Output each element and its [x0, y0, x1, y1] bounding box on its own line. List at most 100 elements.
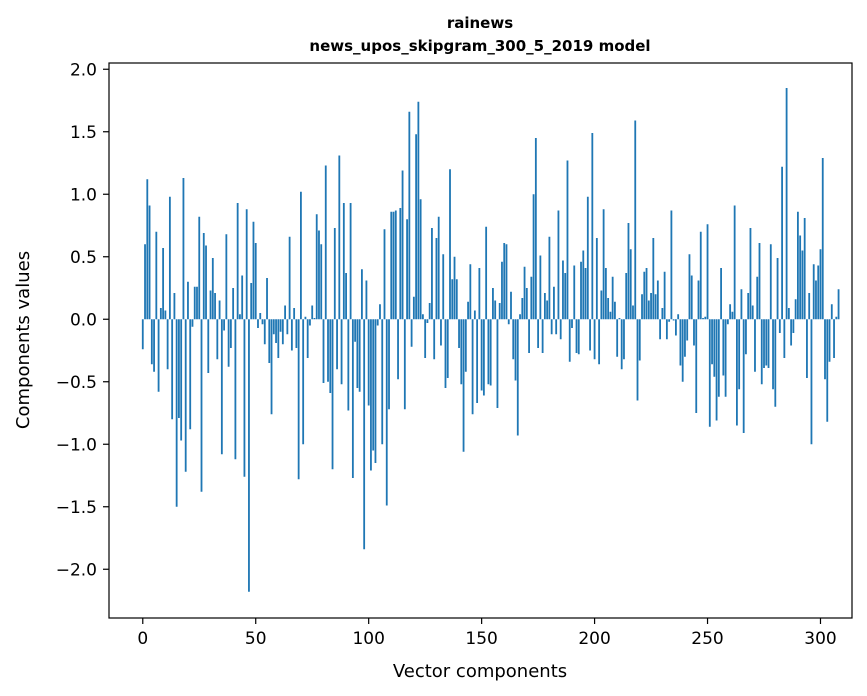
- bar: [697, 280, 700, 320]
- bar: [171, 319, 174, 420]
- bar: [790, 319, 793, 346]
- bar: [724, 319, 727, 397]
- bar: [306, 319, 309, 358]
- bar: [539, 255, 542, 320]
- bar: [632, 305, 634, 320]
- bar: [720, 268, 722, 320]
- bar: [717, 319, 720, 397]
- bar: [783, 319, 786, 358]
- bar: [214, 293, 216, 320]
- bar: [313, 318, 316, 320]
- bar: [826, 319, 829, 422]
- bar: [776, 258, 779, 320]
- bar: [464, 319, 467, 372]
- bar: [611, 276, 614, 320]
- bar: [828, 319, 831, 362]
- y-axis-ticks: −2.0 −1.5 −1.0 −0.5 0.0 0.5 1.0 1.5 2.0: [56, 60, 109, 580]
- bar: [205, 245, 207, 320]
- bar: [647, 300, 650, 320]
- bar: [207, 319, 210, 373]
- bar: [623, 319, 625, 360]
- x-tick-label: 300: [804, 629, 836, 649]
- bar: [812, 264, 815, 320]
- bar: [532, 194, 535, 320]
- bar: [399, 208, 402, 320]
- bar: [349, 203, 352, 320]
- bar: [250, 283, 253, 320]
- bar: [656, 280, 659, 320]
- bar: [618, 318, 621, 320]
- bar: [331, 319, 334, 470]
- bar: [148, 205, 151, 320]
- y-tick-label: 0.5: [70, 248, 97, 268]
- bar: [426, 319, 429, 323]
- bar: [379, 304, 381, 320]
- bar: [553, 286, 555, 320]
- bar: [494, 300, 497, 320]
- bar: [363, 319, 366, 550]
- bar: [731, 311, 734, 320]
- bar: [817, 265, 820, 320]
- bar: [643, 271, 646, 320]
- bar: [162, 248, 165, 320]
- bar: [220, 319, 223, 455]
- bar: [708, 319, 711, 427]
- bar: [598, 319, 601, 365]
- bar: [729, 304, 732, 320]
- bar: [347, 319, 350, 411]
- bar: [435, 238, 438, 320]
- y-tick-label: 1.5: [70, 123, 97, 143]
- bar: [665, 319, 668, 340]
- bar: [157, 319, 160, 392]
- bar: [153, 319, 155, 372]
- bar: [751, 305, 754, 320]
- bar: [324, 165, 327, 320]
- bar: [141, 319, 144, 350]
- bar: [781, 166, 783, 320]
- bar: [144, 244, 146, 320]
- bar: [629, 249, 632, 320]
- bar: [760, 319, 763, 385]
- bar: [150, 319, 153, 365]
- bar: [713, 319, 716, 377]
- bar: [155, 231, 158, 320]
- bar: [345, 273, 347, 320]
- bar: [473, 310, 476, 320]
- bar: [625, 273, 628, 320]
- bar: [534, 138, 537, 320]
- bar: [365, 280, 368, 320]
- bar: [471, 319, 474, 415]
- bar: [166, 319, 169, 370]
- bar: [819, 249, 822, 320]
- bar: [577, 319, 580, 355]
- bar: [293, 308, 296, 320]
- bar: [512, 319, 515, 360]
- bar: [449, 169, 451, 320]
- bar: [704, 316, 707, 320]
- bar: [191, 319, 194, 327]
- bar: [806, 319, 808, 378]
- bar: [510, 291, 512, 320]
- bar: [358, 319, 361, 392]
- bar: [492, 288, 494, 320]
- bar: [821, 158, 824, 320]
- bar: [482, 319, 485, 396]
- bar: [548, 236, 551, 320]
- bar: [184, 319, 187, 472]
- bar: [421, 314, 424, 320]
- x-axis-label: Vector components: [393, 661, 567, 682]
- bar: [749, 228, 752, 320]
- bar: [799, 235, 802, 320]
- bar: [514, 319, 517, 381]
- y-tick-label: −0.5: [56, 373, 97, 393]
- y-tick-label: −1.0: [56, 435, 97, 455]
- bar: [333, 228, 336, 320]
- bar: [528, 319, 530, 353]
- bar: [803, 218, 806, 320]
- bar: [738, 319, 741, 390]
- bar: [266, 278, 268, 320]
- bar: [726, 319, 729, 325]
- bar: [329, 319, 332, 393]
- bar: [227, 319, 230, 367]
- bar: [412, 296, 415, 320]
